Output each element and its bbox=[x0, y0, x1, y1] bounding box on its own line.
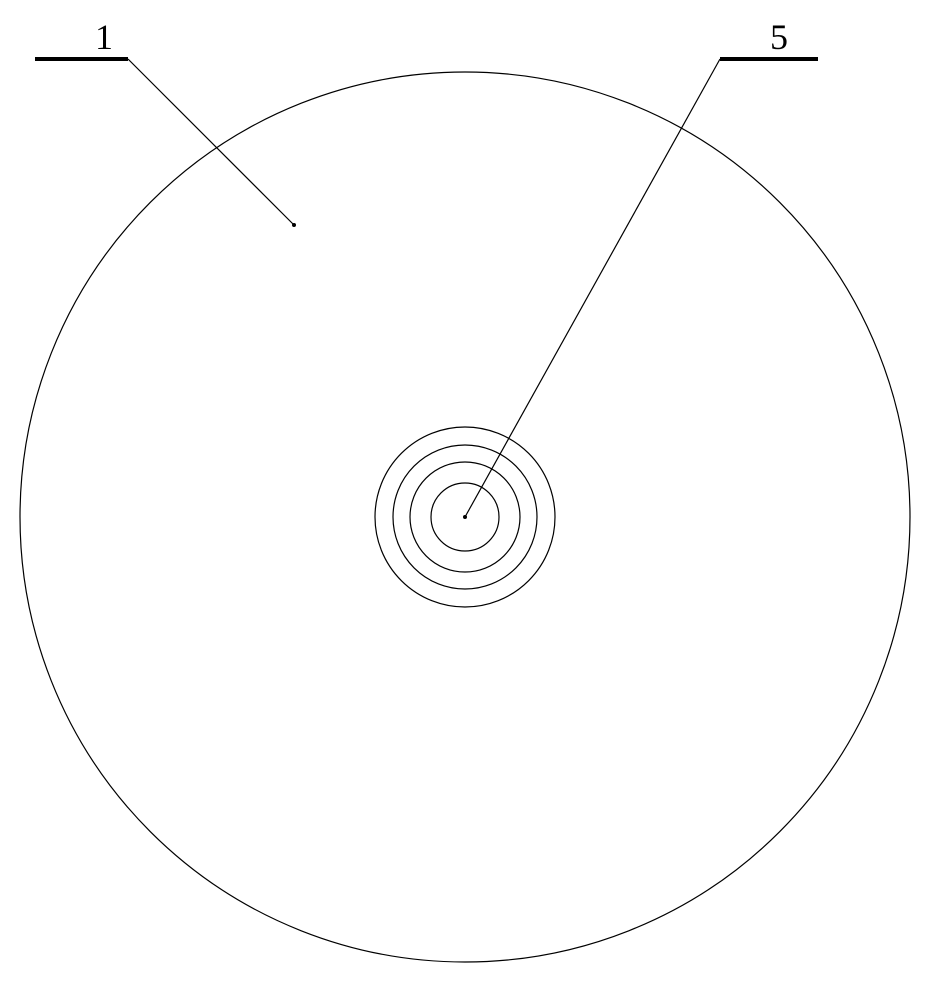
diagram-svg bbox=[0, 0, 941, 1000]
label-1: 1 bbox=[95, 16, 113, 58]
label-5: 5 bbox=[770, 16, 788, 58]
